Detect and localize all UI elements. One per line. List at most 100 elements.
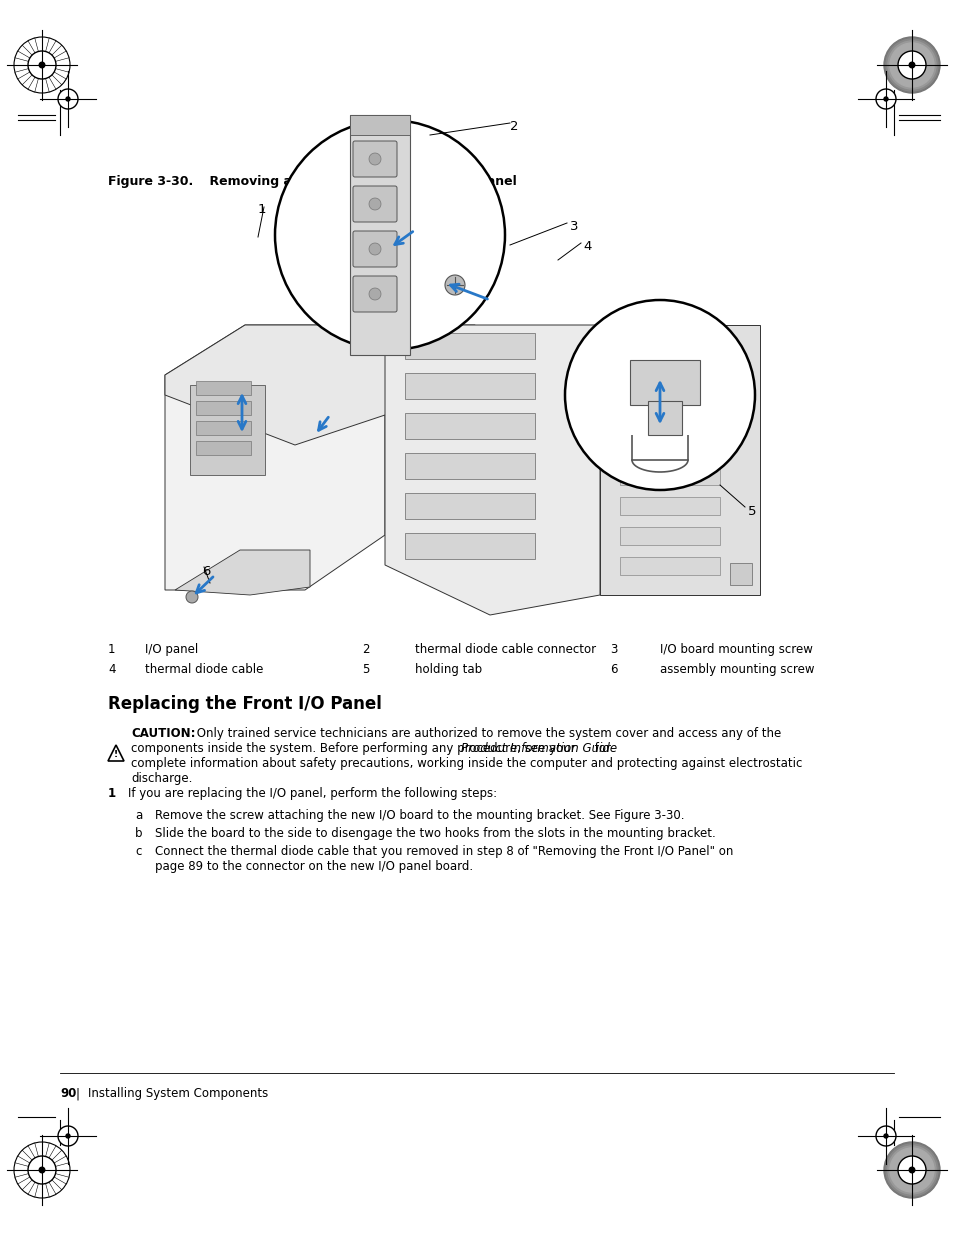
Circle shape: [564, 300, 754, 490]
Text: thermal diode cable: thermal diode cable: [145, 663, 263, 676]
Polygon shape: [385, 325, 599, 615]
Circle shape: [274, 120, 504, 350]
Circle shape: [369, 153, 380, 165]
Circle shape: [66, 98, 70, 101]
Text: 2: 2: [510, 120, 518, 133]
Bar: [629, 359, 700, 405]
Text: 5: 5: [361, 663, 369, 676]
Circle shape: [875, 1126, 895, 1146]
Circle shape: [889, 1149, 933, 1192]
Circle shape: [887, 1146, 935, 1194]
Bar: [619, 496, 720, 515]
Text: a: a: [135, 809, 142, 823]
Bar: [619, 557, 720, 576]
Text: Replacing the Front I/O Panel: Replacing the Front I/O Panel: [108, 695, 381, 713]
Circle shape: [28, 1156, 56, 1184]
Bar: [405, 534, 535, 559]
Circle shape: [39, 1167, 45, 1173]
Text: discharge.: discharge.: [131, 772, 193, 785]
Text: c: c: [135, 845, 141, 858]
Circle shape: [887, 41, 935, 89]
Bar: [195, 441, 251, 454]
Bar: [405, 412, 535, 438]
Bar: [405, 333, 535, 359]
FancyBboxPatch shape: [353, 275, 396, 312]
Text: 2: 2: [361, 643, 369, 656]
Text: 90: 90: [60, 1087, 76, 1100]
Circle shape: [39, 62, 45, 68]
Bar: [647, 401, 681, 435]
Text: !: !: [113, 750, 118, 760]
Text: 1: 1: [108, 787, 116, 800]
Bar: [619, 467, 720, 485]
Text: 1: 1: [257, 203, 266, 216]
Circle shape: [369, 198, 380, 210]
Circle shape: [186, 592, 198, 603]
Text: complete information about safety precautions, working inside the computer and p: complete information about safety precau…: [131, 757, 801, 769]
Text: Slide the board to the side to disengage the two hooks from the slots in the mou: Slide the board to the side to disengage…: [154, 827, 715, 840]
Polygon shape: [165, 325, 475, 445]
Circle shape: [883, 37, 939, 93]
Bar: [195, 401, 251, 415]
Bar: [405, 493, 535, 519]
FancyBboxPatch shape: [353, 231, 396, 267]
Polygon shape: [174, 550, 310, 595]
FancyBboxPatch shape: [353, 186, 396, 222]
Text: 4: 4: [582, 240, 591, 253]
Polygon shape: [165, 325, 385, 590]
Text: page 89 to the connector on the new I/O panel board.: page 89 to the connector on the new I/O …: [154, 860, 473, 873]
Text: 5: 5: [747, 505, 756, 517]
Text: Product Information Guide: Product Information Guide: [460, 742, 617, 755]
Text: Removing and Installing the Front I/O-Panel: Removing and Installing the Front I/O-Pa…: [192, 175, 517, 188]
Circle shape: [14, 1142, 70, 1198]
Circle shape: [897, 51, 925, 79]
Text: 1: 1: [108, 643, 115, 656]
Text: Remove the screw attaching the new I/O board to the mounting bracket. See Figure: Remove the screw attaching the new I/O b…: [154, 809, 684, 823]
Text: 4: 4: [108, 663, 115, 676]
Circle shape: [883, 1142, 939, 1198]
Text: I/O panel: I/O panel: [145, 643, 198, 656]
Circle shape: [58, 89, 78, 109]
Text: Only trained service technicians are authorized to remove the system cover and a: Only trained service technicians are aut…: [193, 727, 781, 740]
Text: for: for: [590, 742, 610, 755]
Text: 6: 6: [609, 663, 617, 676]
Text: holding tab: holding tab: [415, 663, 481, 676]
Text: |: |: [76, 1087, 80, 1100]
Bar: [619, 527, 720, 545]
Bar: [350, 115, 410, 135]
Bar: [405, 373, 535, 399]
Circle shape: [889, 43, 933, 86]
Circle shape: [897, 1156, 925, 1184]
Text: Figure 3-30.: Figure 3-30.: [108, 175, 193, 188]
Circle shape: [883, 1134, 887, 1137]
Circle shape: [369, 243, 380, 254]
Polygon shape: [108, 745, 124, 761]
Circle shape: [28, 51, 56, 79]
Text: Installing System Components: Installing System Components: [88, 1087, 268, 1100]
Bar: [195, 382, 251, 395]
FancyBboxPatch shape: [353, 141, 396, 177]
Text: 3: 3: [609, 643, 617, 656]
Bar: [350, 115, 410, 354]
Bar: [195, 421, 251, 435]
Bar: [729, 563, 751, 585]
Circle shape: [444, 275, 464, 295]
Circle shape: [883, 98, 887, 101]
Circle shape: [908, 1167, 914, 1173]
Bar: [190, 385, 265, 475]
Circle shape: [58, 1126, 78, 1146]
Circle shape: [875, 89, 895, 109]
Circle shape: [885, 40, 937, 91]
Text: thermal diode cable connector: thermal diode cable connector: [415, 643, 596, 656]
Text: If you are replacing the I/O panel, perform the following steps:: If you are replacing the I/O panel, perf…: [128, 787, 497, 800]
Text: 6: 6: [202, 564, 211, 578]
Bar: [405, 453, 535, 479]
Text: Connect the thermal diode cable that you removed in step 8 of "Removing the Fron: Connect the thermal diode cable that you…: [154, 845, 733, 858]
Text: b: b: [135, 827, 142, 840]
Circle shape: [369, 288, 380, 300]
Circle shape: [14, 37, 70, 93]
Text: 3: 3: [569, 220, 578, 233]
Text: components inside the system. Before performing any procedure, see your: components inside the system. Before per…: [131, 742, 578, 755]
Circle shape: [885, 1144, 937, 1195]
Text: CAUTION:: CAUTION:: [131, 727, 195, 740]
